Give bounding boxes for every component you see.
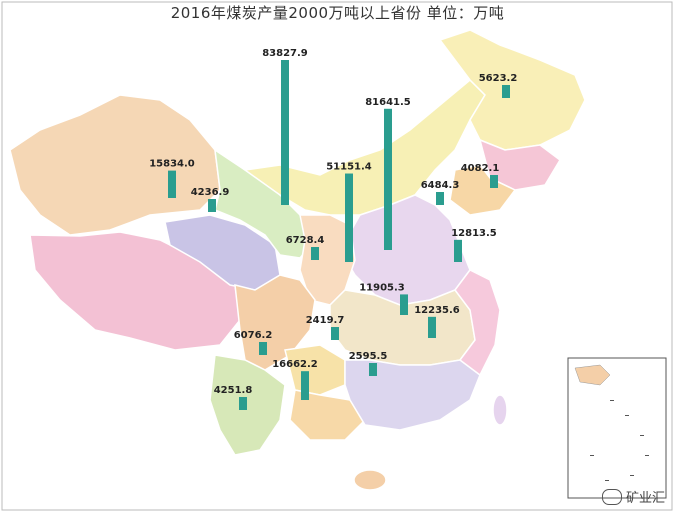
bar-mark — [239, 397, 247, 410]
bar-value-label: 12813.5 — [451, 228, 497, 239]
bar-mark — [436, 192, 444, 205]
bar-value-label: 81641.5 — [365, 97, 411, 108]
liaoning-region — [449, 164, 517, 216]
bar-mark — [490, 175, 498, 188]
bar-value-label: 11905.3 — [359, 282, 405, 293]
bar-mark — [301, 371, 309, 400]
bar-value-label: 4251.8 — [214, 385, 253, 396]
bar-value-label: 2595.5 — [349, 351, 388, 362]
taiwan-island — [492, 394, 508, 426]
bar-mark — [428, 316, 436, 338]
bar-mark — [502, 85, 510, 98]
bar-mark — [369, 363, 377, 376]
chat-icon — [601, 488, 622, 505]
guangxi-region — [289, 389, 366, 441]
hainan-island — [353, 469, 387, 491]
bar-mark — [168, 170, 176, 198]
bar-value-label: 2419.7 — [306, 315, 345, 326]
bar-mark — [345, 173, 353, 262]
bar-value-label: 12235.6 — [414, 305, 460, 316]
yunnan-region — [209, 354, 286, 456]
bar-mark — [400, 294, 408, 315]
tibet-region — [29, 231, 241, 351]
bar-value-label: 4082.1 — [461, 163, 500, 174]
heilongjiang-region — [438, 29, 586, 151]
sichuan-region — [234, 274, 316, 371]
southeast-region — [344, 359, 481, 431]
bar-mark — [311, 247, 319, 260]
bar-mark — [331, 327, 339, 340]
bar-value-label: 6484.3 — [421, 180, 460, 191]
watermark-text: 矿业汇 — [625, 491, 665, 506]
bar-value-label: 5623.2 — [479, 73, 518, 84]
bar-mark — [281, 60, 289, 205]
map-title: 2016年煤炭产量2000万吨以上省份 单位：万吨 — [170, 4, 505, 22]
watermark: 矿业汇 — [601, 487, 665, 506]
bar-value-label: 6076.2 — [234, 330, 273, 341]
bar-value-label: 4236.9 — [191, 187, 230, 198]
inset-dashes — [590, 400, 649, 481]
bar-value-label: 6728.4 — [286, 235, 325, 246]
bar-mark — [384, 108, 392, 250]
bar-mark — [208, 199, 216, 212]
bar-value-label: 83827.9 — [262, 48, 308, 59]
bar-layer: 83827.9 81641.5 51151.4 16662.2 15834.0 12813… — [149, 48, 517, 410]
bar-value-label: 51151.4 — [326, 162, 372, 173]
bar-value-label: 16662.2 — [272, 359, 318, 370]
bar-mark — [259, 342, 267, 355]
bar-value-label: 15834.0 — [149, 159, 195, 170]
east-coast-region — [454, 269, 501, 377]
inset-land — [574, 364, 611, 386]
bar-mark — [454, 239, 462, 262]
